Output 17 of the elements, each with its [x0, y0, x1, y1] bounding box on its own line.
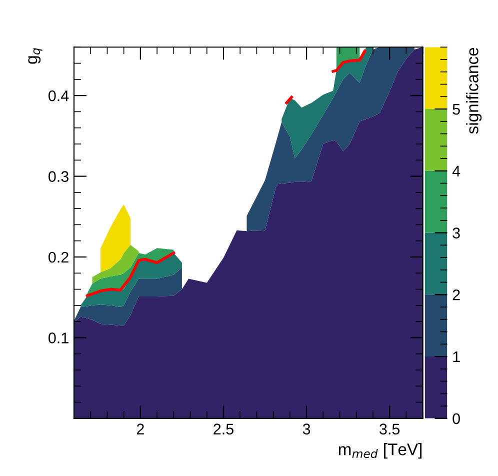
x-axis-title: m$_{med}$ [TeV]: [338, 443, 422, 459]
y-tick-label: 0.2: [48, 252, 68, 263]
x-tick-label: 2.5: [214, 424, 234, 434]
y-tick-label: 0.1: [48, 332, 68, 344]
color-bar-label: 1: [453, 352, 460, 362]
x-tick-label: 3: [302, 424, 310, 434]
color-bar-label: 0: [452, 413, 460, 424]
color-bar-label: 4: [452, 166, 460, 176]
color-bar-label: 5: [452, 104, 460, 115]
x-tick-label: 2: [136, 424, 144, 434]
color-bar-label: 3: [452, 228, 460, 238]
color-bar-title: significance: [466, 48, 482, 134]
color-bar-label: 2: [452, 290, 460, 300]
y-tick-label: 0.3: [48, 171, 68, 182]
y-axis-title: g$_{q}$: [28, 48, 42, 64]
y-tick-label: 0.4: [48, 90, 69, 102]
x-tick-label: 3.5: [380, 424, 400, 434]
